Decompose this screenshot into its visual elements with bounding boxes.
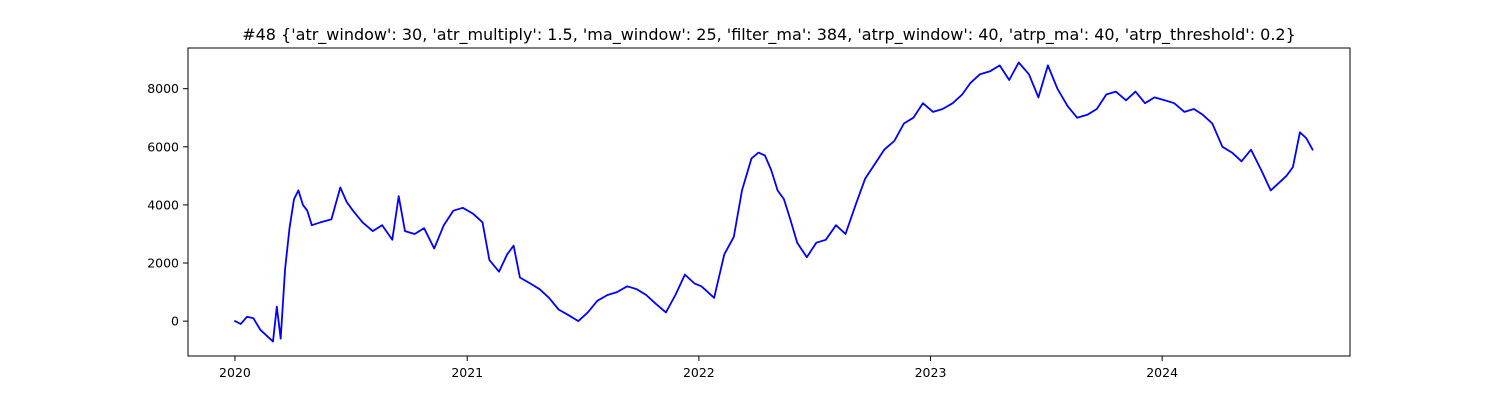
x-tick-label: 2023 xyxy=(915,365,947,380)
y-tick-label: 4000 xyxy=(147,197,179,212)
y-tick-label: 6000 xyxy=(147,139,179,154)
x-axis: 2020 2021 2022 2023 2024 xyxy=(219,356,1178,380)
series-line-0 xyxy=(234,61,1314,343)
x-tick-label: 2020 xyxy=(219,365,251,380)
plot-area xyxy=(234,61,1314,343)
y-tick-label: 8000 xyxy=(147,81,179,96)
x-tick-label: 2024 xyxy=(1146,365,1178,380)
y-axis: 0 2000 4000 6000 8000 xyxy=(147,81,188,329)
axes-frame xyxy=(187,47,1351,357)
x-tick-label: 2022 xyxy=(683,365,715,380)
y-tick-label: 2000 xyxy=(147,256,179,271)
y-tick-label: 0 xyxy=(171,314,179,329)
x-tick-label: 2021 xyxy=(451,365,483,380)
chart-title: #48 {'atr_window': 30, 'atr_multiply': 1… xyxy=(242,25,1296,45)
